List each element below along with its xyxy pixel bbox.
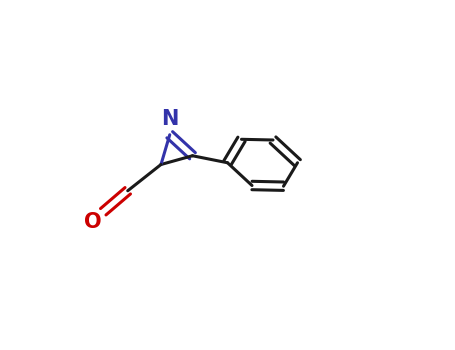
Text: O: O [84, 212, 101, 232]
Text: N: N [161, 109, 178, 129]
